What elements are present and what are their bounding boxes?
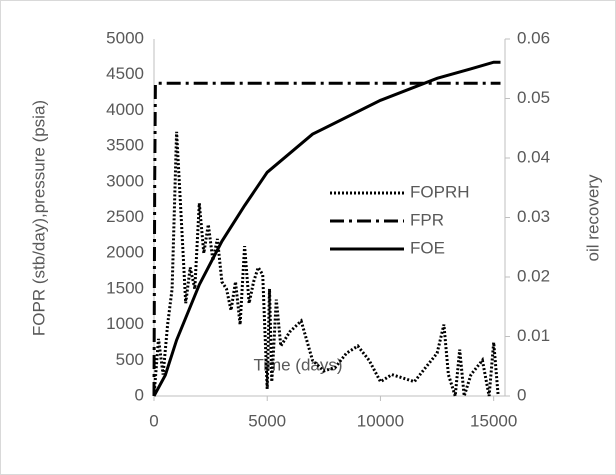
y2-tick-label: 0.06 [517, 28, 550, 47]
legend-label: FOPRH [410, 182, 470, 201]
y2-tick-label: 0.05 [517, 88, 550, 107]
x-tick-label: 0 [149, 411, 158, 430]
y2-tick-label: 0.04 [517, 147, 550, 166]
y-tick-label: 500 [116, 350, 144, 369]
legend-label: FOE [410, 238, 445, 257]
x-tick-label: 5000 [248, 411, 286, 430]
y2-tick-label: 0.01 [517, 326, 550, 345]
x-tick-label: 15000 [470, 411, 517, 430]
series-line [152, 60, 501, 397]
y-tick-label: 1500 [106, 278, 144, 297]
y-tick-label: 4000 [106, 100, 144, 119]
legend-label: FPR [410, 210, 444, 229]
x-tick-label: 10000 [357, 411, 404, 430]
y-tick-label: 2500 [106, 207, 144, 226]
y-axis-title: FOPR (stb/day),pressure (psia) [29, 100, 48, 336]
series-line [152, 131, 500, 397]
y-tick-label: 5000 [106, 28, 144, 47]
y-tick-label: 1000 [106, 314, 144, 333]
y-tick-label: 2000 [106, 243, 144, 262]
y2-axis-title: oil recovery [583, 174, 602, 261]
y-tick-label: 3000 [106, 171, 144, 190]
y-tick-label: 0 [135, 385, 144, 404]
y-tick-label: 3500 [106, 136, 144, 155]
y2-tick-label: 0.03 [517, 207, 550, 226]
y2-tick-label: 0.02 [517, 266, 550, 285]
y-tick-label: 4500 [106, 64, 144, 83]
series-line [152, 81, 501, 397]
x-axis-title: Time (days) [253, 355, 342, 374]
y2-tick-label: 0 [517, 385, 526, 404]
